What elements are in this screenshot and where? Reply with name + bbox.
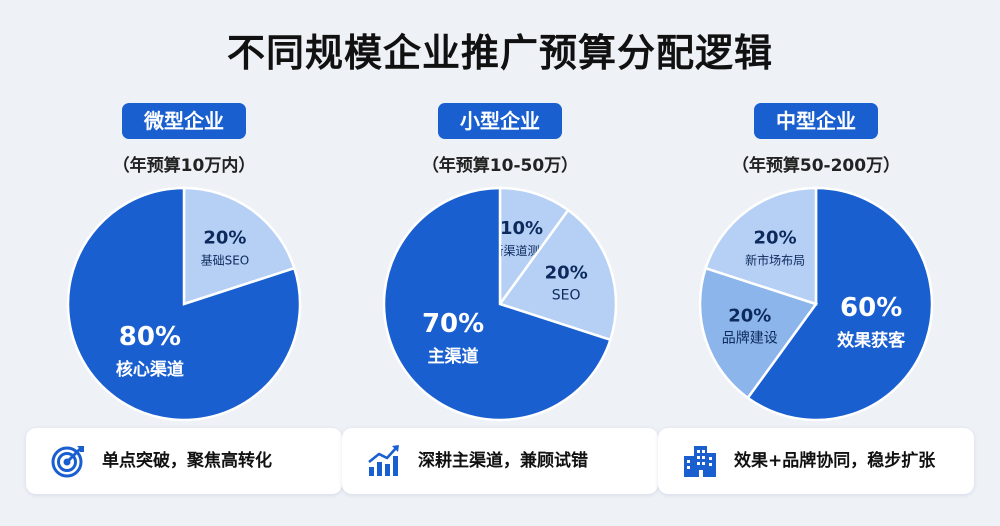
pie-slice-0 — [746, 186, 934, 422]
slice-value-label: 20% — [728, 306, 771, 327]
pie-slice-1 — [66, 186, 302, 422]
pie-chart: 20% 基础SEO 80% 核心渠道 — [66, 186, 302, 422]
slice-value-label: 20% — [754, 228, 797, 249]
strategy-text: 单点突破，聚焦高转化 — [102, 451, 272, 471]
growth-chart-icon — [368, 445, 399, 476]
strategy-text: 深耕主渠道，兼顾试错 — [418, 451, 588, 471]
slice-name-label: 主渠道 — [428, 346, 479, 367]
strategy-card: 效果+品牌协同，稳步扩张 — [658, 428, 974, 494]
slice-name-label: 新市场布局 — [745, 253, 805, 268]
slice-value-label: 70% — [422, 309, 484, 339]
pie-slice-2 — [704, 186, 818, 306]
pie-slice-1 — [698, 266, 819, 400]
slice-value-label: 10% — [500, 218, 543, 239]
slice-name-label: 品牌建设 — [722, 330, 778, 347]
pie-slice-1 — [497, 208, 618, 342]
panel-badge: 小型企业 — [438, 103, 562, 139]
buildings-icon — [684, 446, 716, 477]
slice-value-label: 80% — [119, 322, 181, 352]
pie-slice-0 — [498, 186, 570, 308]
slice-name-label: 效果获客 — [837, 330, 906, 351]
slice-value-label: 60% — [840, 293, 902, 323]
panel-micro: 微型企业 （年预算10万内） 20% 基础SEO 80% 核心渠道 单点突破，聚焦高转… — [26, 103, 342, 503]
target-icon — [51, 446, 84, 478]
pie-slice-0 — [182, 186, 296, 306]
slice-value-label: 20% — [545, 262, 588, 283]
slice-name-label: 核心渠道 — [116, 359, 184, 380]
pie-slice-2 — [382, 186, 612, 422]
slice-name-label: SEO — [552, 287, 581, 303]
slice-value-label: 20% — [203, 228, 246, 249]
strategy-card: 深耕主渠道，兼顾试错 — [342, 428, 658, 494]
panel-small: 小型企业 （年预算10-50万） 10% 新渠道测试 20% SEO 70% 主渠道 深耕… — [342, 103, 658, 503]
slice-name-label: 基础SEO — [201, 254, 250, 268]
panel-subtitle: （年预算10-50万） — [421, 156, 579, 176]
panel-badge: 中型企业 — [754, 103, 878, 139]
strategy-card: 单点突破，聚焦高转化 — [26, 428, 342, 494]
panel-badge: 微型企业 — [122, 103, 246, 139]
panel-subtitle: （年预算50-200万） — [731, 156, 901, 176]
panel-subtitle: （年预算10万内） — [112, 156, 256, 176]
strategy-text: 效果+品牌协同，稳步扩张 — [734, 451, 936, 471]
page-title: 不同规模企业推广预算分配逻辑 — [226, 31, 773, 75]
panel-medium: 中型企业 （年预算50-200万） 60% 效果获客 20% 品牌建设 20% 新市场布局… — [658, 103, 974, 503]
pie-chart: 60% 效果获客 20% 品牌建设 20% 新市场布局 — [698, 186, 934, 422]
